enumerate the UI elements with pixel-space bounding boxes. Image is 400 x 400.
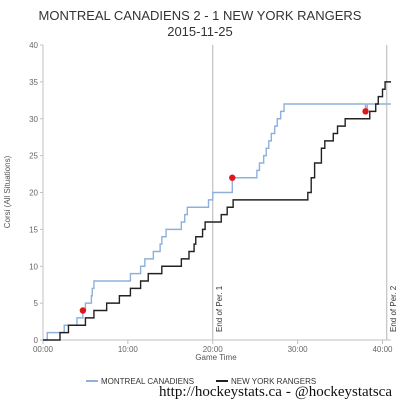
y-tick-label: 40: [29, 41, 38, 50]
footer-url: http://hockeystats.ca: [159, 384, 282, 400]
series-line-new-york-rangers: [43, 81, 391, 341]
series-layer: [43, 81, 391, 341]
y-axis-label: Corsi (All Situations): [3, 155, 12, 228]
footer-credit: http://hockeystats.ca - @hockeystatsca: [159, 384, 392, 400]
x-tick-label: 20:00: [203, 345, 224, 354]
x-axis-label: Game Time: [195, 353, 237, 362]
legend: MONTREAL CANADIENS NEW YORK RANGERS: [86, 377, 316, 386]
x-tick-label: 40:00: [372, 345, 393, 354]
goal-marker: [229, 174, 236, 181]
goal-marker: [362, 108, 369, 115]
x-tick-label: 10:00: [118, 345, 139, 354]
footer-handle: @hockeystatsca: [295, 384, 392, 400]
axes-layer: 0 5 10 15 20 25 30 35 40 00:00 10:00 20:00 30:00 40:0…: [29, 41, 393, 354]
y-tick-label: 30: [29, 115, 38, 124]
period-label-1: End of Per. 1: [215, 285, 224, 332]
y-tick-label: 15: [29, 225, 38, 234]
y-tick-label: 0: [34, 336, 39, 345]
period-markers: End of Per. 1 End of Per. 2: [212, 45, 398, 340]
x-tick-label: 00:00: [33, 345, 54, 354]
y-tick-label: 35: [29, 78, 38, 87]
chart-title: MONTREAL CANADIENS 2 - 1 NEW YORK RANGER…: [39, 8, 362, 23]
legend-label-rangers: NEW YORK RANGERS: [231, 377, 316, 386]
goal-markers: [79, 108, 369, 314]
footer-separator: -: [286, 384, 291, 400]
y-tick-label: 5: [34, 299, 39, 308]
chart-subtitle: 2015-11-25: [167, 24, 233, 39]
goal-marker: [79, 307, 87, 314]
period-label-2: End of Per. 2: [389, 285, 398, 332]
x-tick-label: 30:00: [288, 345, 309, 354]
y-tick-label: 25: [29, 152, 38, 161]
legend-label-montreal: MONTREAL CANADIENS: [101, 377, 194, 386]
y-tick-label: 20: [29, 189, 38, 198]
series-line-montreal-canadiens: [43, 103, 391, 341]
y-tick-label: 10: [29, 262, 38, 271]
